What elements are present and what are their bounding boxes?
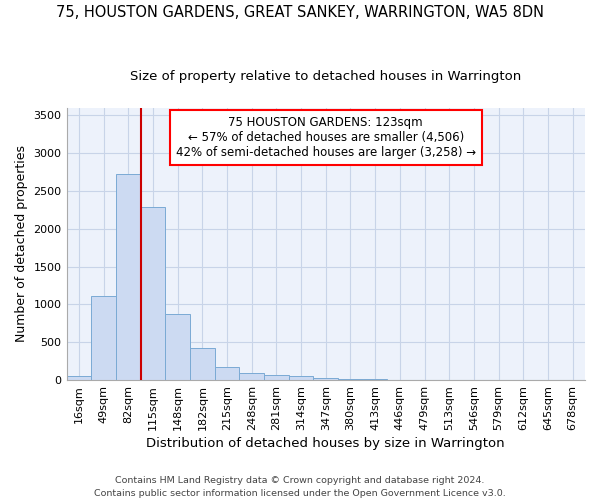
Bar [116, 174, 140, 380]
Bar [140, 207, 165, 380]
Title: Size of property relative to detached houses in Warrington: Size of property relative to detached ho… [130, 70, 521, 83]
Text: 75, HOUSTON GARDENS, GREAT SANKEY, WARRINGTON, WA5 8DN: 75, HOUSTON GARDENS, GREAT SANKEY, WARRI… [56, 5, 544, 20]
Bar [215, 367, 239, 380]
X-axis label: Distribution of detached houses by size in Warrington: Distribution of detached houses by size … [146, 437, 505, 450]
Y-axis label: Number of detached properties: Number of detached properties [15, 146, 28, 342]
Bar [91, 296, 116, 380]
Bar [67, 376, 91, 380]
Bar [239, 373, 264, 380]
Text: 75 HOUSTON GARDENS: 123sqm
← 57% of detached houses are smaller (4,506)
42% of s: 75 HOUSTON GARDENS: 123sqm ← 57% of deta… [176, 116, 476, 159]
Bar [264, 375, 289, 380]
Bar [313, 378, 338, 380]
Bar [190, 348, 215, 380]
Bar [165, 314, 190, 380]
Bar [289, 376, 313, 380]
Bar [338, 378, 363, 380]
Text: Contains HM Land Registry data © Crown copyright and database right 2024.
Contai: Contains HM Land Registry data © Crown c… [94, 476, 506, 498]
